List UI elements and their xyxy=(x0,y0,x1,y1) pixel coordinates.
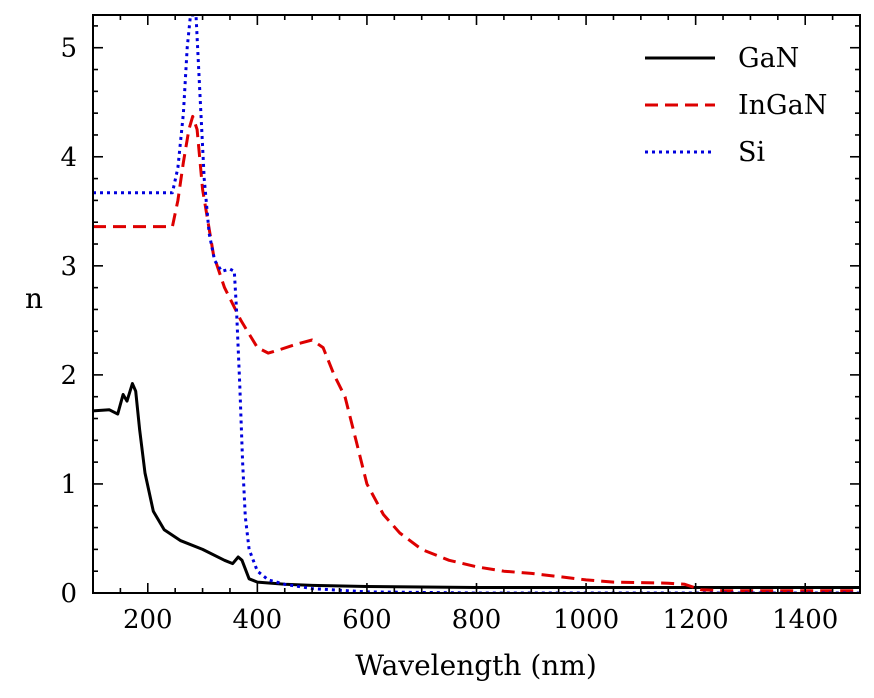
x-tick-label: 200 xyxy=(123,605,173,635)
series-layer xyxy=(93,15,860,593)
x-tick-label: 800 xyxy=(452,605,502,635)
series-line-si xyxy=(93,15,860,593)
series-line-gan xyxy=(93,382,860,589)
y-tick-label: 4 xyxy=(60,143,77,173)
x-tick-label: 1000 xyxy=(553,605,619,635)
y-axis-title: n xyxy=(25,282,43,315)
y-tick-label: 3 xyxy=(60,252,77,282)
legend-label-gan: GaN xyxy=(738,43,799,74)
x-tick-label: 600 xyxy=(342,605,392,635)
legend-label-ingan: InGaN xyxy=(738,90,827,121)
x-tick-label: 400 xyxy=(233,605,283,635)
ticks-layer xyxy=(92,15,861,594)
x-tick-label: 1200 xyxy=(663,605,729,635)
tick-labels: 200 400 600 800 1000 1200 1400 0 1 2 3 4 5 xyxy=(60,34,838,635)
x-tick-label: 1400 xyxy=(772,605,838,635)
series-line-ingan xyxy=(93,114,860,593)
legend: GaN InGaN Si xyxy=(645,43,827,168)
x-axis-title: Wavelength (nm) xyxy=(355,649,597,682)
y-tick-label: 5 xyxy=(60,34,77,64)
legend-label-si: Si xyxy=(738,137,765,168)
y-tick-label: 1 xyxy=(60,470,77,500)
y-tick-label: 0 xyxy=(60,579,77,609)
y-tick-label: 2 xyxy=(60,361,77,391)
